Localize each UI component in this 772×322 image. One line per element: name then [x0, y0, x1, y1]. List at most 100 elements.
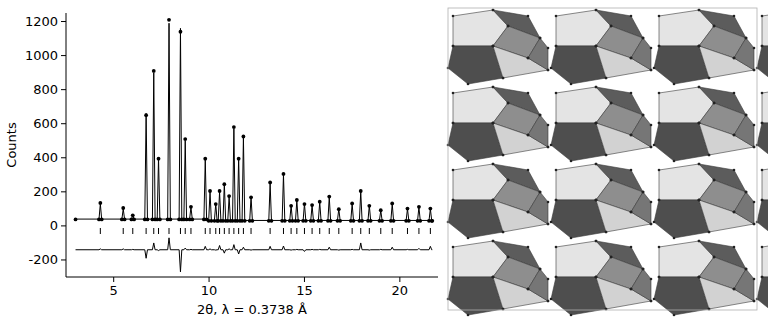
atom — [733, 15, 736, 18]
reflection-tick — [243, 228, 244, 234]
atom — [595, 122, 598, 125]
atom — [745, 37, 748, 40]
atom — [713, 256, 716, 259]
atom — [658, 199, 661, 202]
y-tick — [61, 157, 66, 158]
atom — [527, 57, 530, 60]
polyhedron — [631, 115, 651, 147]
atom — [630, 57, 633, 60]
atom — [658, 246, 661, 249]
atom — [452, 199, 455, 202]
atom — [492, 276, 495, 279]
atom — [642, 114, 645, 117]
atom — [713, 25, 716, 28]
atom — [527, 92, 530, 95]
atom — [733, 246, 736, 249]
atom — [539, 268, 542, 271]
polyhedron — [757, 200, 768, 238]
reflection-tick — [190, 228, 191, 234]
atom — [452, 122, 455, 125]
atom — [595, 163, 598, 166]
atom — [507, 179, 510, 182]
reflection-tick — [210, 228, 211, 234]
polyhedron — [631, 192, 651, 224]
atom — [761, 276, 764, 279]
atom — [492, 276, 495, 279]
atom — [502, 77, 505, 80]
x-tick-label: 5 — [110, 283, 118, 298]
atom — [605, 77, 608, 80]
atom — [761, 199, 764, 202]
atom — [642, 37, 645, 40]
reflection-tick — [407, 228, 408, 234]
atom — [492, 240, 495, 243]
atom — [547, 124, 550, 127]
reflection-tick — [132, 228, 133, 234]
structure-drawing — [447, 8, 768, 316]
atom — [698, 122, 701, 125]
atom — [745, 191, 748, 194]
atom — [630, 211, 633, 214]
atom — [733, 134, 736, 137]
atom — [595, 240, 598, 243]
atom — [698, 276, 701, 279]
atom — [555, 45, 558, 48]
atom — [452, 45, 455, 48]
reflection-tick — [238, 228, 239, 234]
atom — [610, 256, 613, 259]
atom — [698, 199, 701, 202]
y-tick-label: 1000 — [25, 48, 58, 63]
atom — [595, 199, 598, 202]
atom — [698, 45, 701, 48]
atom — [555, 169, 558, 172]
atom — [761, 15, 764, 18]
x-axis-line — [66, 277, 438, 278]
atom — [642, 191, 645, 194]
atom — [507, 102, 510, 105]
atom — [733, 92, 736, 95]
atom — [492, 122, 495, 125]
atom — [698, 240, 701, 243]
atom — [698, 163, 701, 166]
y-tick — [61, 191, 66, 192]
y-axis-title: Counts — [4, 122, 19, 168]
atom — [452, 92, 455, 95]
reflection-tick — [229, 228, 230, 234]
atom — [595, 45, 598, 48]
atom — [761, 45, 764, 48]
atom — [761, 122, 764, 125]
atom — [539, 191, 542, 194]
data-area — [74, 18, 435, 272]
atom — [733, 57, 736, 60]
atom — [698, 276, 701, 279]
reflection-tick — [418, 228, 419, 234]
polyhedron — [734, 192, 754, 224]
atom — [539, 114, 542, 117]
polyhedron — [757, 123, 768, 161]
y-tick — [61, 55, 66, 56]
atom — [492, 122, 495, 125]
atom — [753, 201, 756, 204]
atom — [492, 9, 495, 12]
atom — [708, 77, 711, 80]
atom — [492, 45, 495, 48]
atom — [539, 114, 542, 117]
atom — [507, 25, 510, 28]
atom — [753, 47, 756, 50]
atom — [673, 314, 676, 317]
atom — [570, 314, 573, 317]
atom — [650, 278, 653, 281]
atom — [527, 169, 530, 172]
reflection-tick — [224, 228, 225, 234]
atom — [595, 122, 598, 125]
atom — [595, 9, 598, 12]
atom — [527, 211, 530, 214]
polyhedron — [757, 277, 768, 315]
reflection-tick — [392, 228, 393, 234]
atom — [555, 246, 558, 249]
atom — [658, 45, 661, 48]
atom — [539, 37, 542, 40]
atom — [745, 114, 748, 117]
atom — [713, 25, 716, 28]
atom — [492, 9, 495, 12]
